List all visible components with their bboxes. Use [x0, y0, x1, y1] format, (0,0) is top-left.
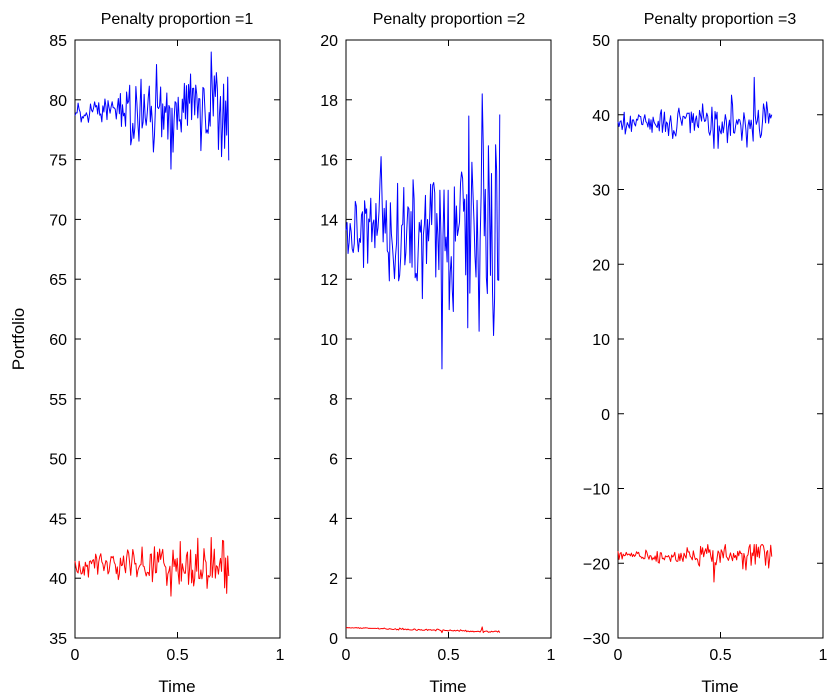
xtick-label: 1	[819, 647, 828, 664]
xtick-label: 1	[276, 647, 285, 664]
subplot-1-xticks: 0 0.5 1	[71, 40, 285, 664]
ytick-label: 14	[320, 212, 338, 229]
ytick-label: 60	[49, 332, 67, 349]
subplot-1: Penalty proportion =1 35 40 45 50 55 60 65 70 75…	[9, 11, 285, 696]
series-line-2	[617, 544, 773, 583]
subplot-1-plot-area	[74, 51, 230, 597]
ytick-label: 65	[49, 272, 67, 289]
xtick-label: 1	[547, 647, 556, 664]
ytick-label: 70	[49, 212, 67, 229]
subplot-2: Penalty proportion =2 02468101214161820 …	[320, 11, 555, 696]
ytick-label: 35	[49, 631, 67, 648]
ytick-label: 20	[320, 33, 338, 50]
xtick-label: 0.5	[437, 647, 459, 664]
subplot-1-xlabel: Time	[158, 677, 195, 696]
series-line-1	[74, 51, 230, 170]
subplot-2-plot-area	[345, 93, 501, 634]
ytick-label: 40	[49, 571, 67, 588]
ytick-label: 75	[49, 153, 67, 170]
subplot-2-title: Penalty proportion =2	[373, 11, 526, 28]
subplot-2-xticks: 0 0.5 1	[342, 40, 556, 664]
series-line-2	[74, 537, 230, 597]
ytick-label: 55	[49, 392, 67, 409]
series-line-2	[345, 626, 501, 634]
ytick-label: 80	[49, 93, 67, 110]
ytick-label: −20	[583, 556, 610, 573]
ytick-label: 50	[592, 33, 610, 50]
ytick-label: −10	[583, 482, 610, 499]
subplot-2-yticks: 0 2 4 6 8 10 12 14 16 18 20	[320, 33, 551, 648]
ytick-label: 0	[601, 407, 610, 424]
ytick-label: 50	[49, 452, 67, 469]
subplot-3-xlabel: Time	[701, 677, 738, 696]
subplot-1-title: Penalty proportion =1	[101, 11, 254, 28]
ytick-label: 2	[329, 571, 338, 588]
ytick-label: 85	[49, 33, 67, 50]
ytick-label: 20	[592, 257, 610, 274]
ytick-label: 30	[592, 183, 610, 200]
ytick-label: 18	[320, 93, 338, 110]
ytick-label: 10	[592, 332, 610, 349]
ytick-label: −30	[583, 631, 610, 648]
ytick-label: 10	[320, 332, 338, 349]
series-line-1	[617, 76, 773, 149]
ytick-label: 0	[329, 631, 338, 648]
xtick-label: 0	[71, 647, 80, 664]
ytick-label: 12	[320, 272, 338, 289]
xtick-label: 0	[614, 647, 623, 664]
subplot-1-yticks: 35 40 45 50 55 60 65 70 75 80 85	[49, 33, 280, 648]
ytick-label: 40	[592, 108, 610, 125]
xtick-label: 0	[342, 647, 351, 664]
subplot-3-yticks: −30 −20 −10 0 10 20 30 40 50	[583, 33, 823, 648]
series-line-1	[345, 93, 501, 370]
xtick-label: 0.5	[166, 647, 188, 664]
ytick-label: 6	[329, 452, 338, 469]
subplot-3-plot-area	[617, 76, 773, 583]
subplot-3-title: Penalty proportion =3	[644, 11, 797, 28]
ytick-label: 45	[49, 511, 67, 528]
ytick-label: 4	[329, 511, 338, 528]
ytick-label: 16	[320, 153, 338, 170]
subplot-2-xlabel: Time	[429, 677, 466, 696]
subplot-1-ylabel: Portfolio	[9, 308, 28, 370]
subplot-3: Penalty proportion =3 −30−20−10010203040…	[583, 11, 828, 696]
ytick-label: 8	[329, 392, 338, 409]
subplot-3-xticks: 0 0.5 1	[614, 40, 828, 664]
xtick-label: 0.5	[709, 647, 731, 664]
